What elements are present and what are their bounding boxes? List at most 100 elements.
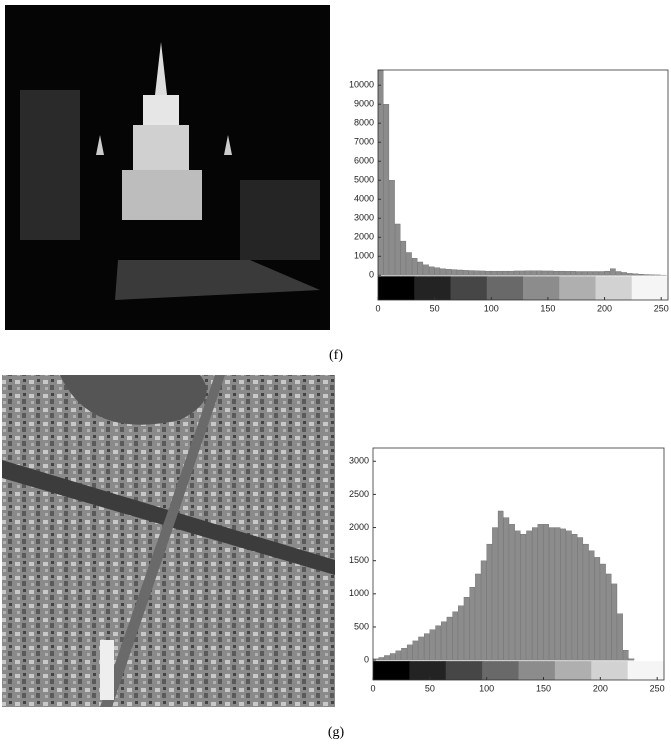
bar — [638, 273, 644, 276]
y-tick-label: 2000 — [349, 522, 369, 532]
colorbar — [559, 276, 596, 300]
bar — [508, 270, 514, 276]
bar — [509, 524, 515, 661]
bar — [496, 270, 503, 276]
bar — [621, 272, 627, 276]
x-tick-label: 150 — [540, 303, 555, 313]
bar — [377, 69, 384, 276]
bar — [587, 271, 593, 276]
bar — [400, 240, 407, 276]
photo-aerial — [2, 375, 335, 707]
bar — [406, 644, 413, 661]
bar — [577, 537, 584, 661]
bar — [457, 269, 463, 276]
bar — [560, 528, 566, 661]
bar — [491, 270, 497, 276]
y-tick-label: 3000 — [354, 213, 374, 223]
x-tick-label: 100 — [484, 303, 499, 313]
bar — [644, 274, 650, 276]
plot-frame — [372, 447, 665, 681]
bar — [627, 273, 633, 276]
bar — [502, 270, 509, 276]
bar — [378, 657, 385, 661]
bar — [440, 268, 446, 276]
bar — [610, 268, 616, 276]
y-tick-label: 8000 — [354, 118, 374, 128]
y-tick-label: 2000 — [354, 232, 374, 242]
bar — [389, 653, 396, 661]
bar — [570, 271, 576, 276]
plot-frame — [377, 69, 669, 301]
caption: (f) — [329, 348, 343, 363]
bar — [492, 527, 498, 661]
x-tick-label: 100 — [479, 683, 494, 693]
bar — [474, 270, 480, 276]
bar — [401, 648, 407, 661]
x-tick-label: 150 — [536, 683, 551, 693]
x-tick-label: 0 — [370, 683, 375, 693]
x-tick-label: 200 — [593, 683, 608, 693]
bar — [423, 264, 429, 276]
y-tick-label: 1500 — [349, 555, 369, 565]
photo-temple — [5, 5, 330, 330]
bar — [536, 270, 543, 276]
x-tick-label: 250 — [654, 303, 669, 313]
bar — [383, 104, 390, 276]
bar — [547, 270, 554, 276]
bar — [395, 650, 402, 661]
x-tick-label: 50 — [425, 683, 435, 693]
bar — [424, 633, 430, 661]
y-tick-label: 1000 — [354, 251, 374, 261]
bar — [412, 640, 419, 661]
bar — [452, 611, 459, 661]
bar — [513, 270, 520, 276]
bar — [418, 636, 424, 661]
colorbar — [518, 661, 556, 680]
y-tick-label: 1000 — [349, 588, 369, 598]
colorbar — [595, 276, 633, 300]
y-tick-label: 2500 — [349, 489, 369, 499]
bar — [406, 252, 412, 276]
bar — [458, 605, 464, 661]
bar — [526, 530, 532, 661]
bar — [520, 534, 527, 661]
bar — [542, 270, 548, 276]
colorbar — [631, 276, 669, 300]
bar — [594, 557, 601, 661]
colorbar — [378, 276, 415, 300]
bar — [537, 524, 544, 661]
bar — [389, 180, 395, 276]
bar — [622, 650, 629, 661]
colorbar — [373, 661, 410, 680]
bar — [588, 550, 595, 661]
bar — [445, 269, 452, 276]
y-tick-label: 0 — [369, 270, 374, 280]
colorbar — [482, 661, 519, 680]
bar — [583, 543, 589, 661]
y-tick-label: 7000 — [354, 137, 374, 147]
colorbar — [486, 276, 524, 300]
caption: (g) — [328, 725, 345, 740]
bar — [593, 271, 599, 276]
bar — [519, 270, 526, 276]
bar — [628, 658, 635, 661]
bar — [451, 269, 458, 276]
bar — [497, 510, 504, 661]
bar — [384, 655, 390, 661]
bar — [463, 596, 470, 661]
colorbar — [554, 661, 592, 680]
bar — [446, 616, 453, 661]
y-tick-label: 5000 — [354, 175, 374, 185]
y-tick-label: 500 — [354, 621, 369, 631]
bar — [428, 266, 435, 276]
bar — [649, 274, 656, 276]
bar — [475, 573, 481, 661]
bar — [469, 587, 476, 661]
bar — [462, 270, 469, 276]
colorbar — [409, 661, 447, 680]
bar — [441, 621, 447, 661]
bar — [571, 534, 578, 661]
bar — [417, 261, 424, 276]
y-tick-label: 4000 — [354, 194, 374, 204]
